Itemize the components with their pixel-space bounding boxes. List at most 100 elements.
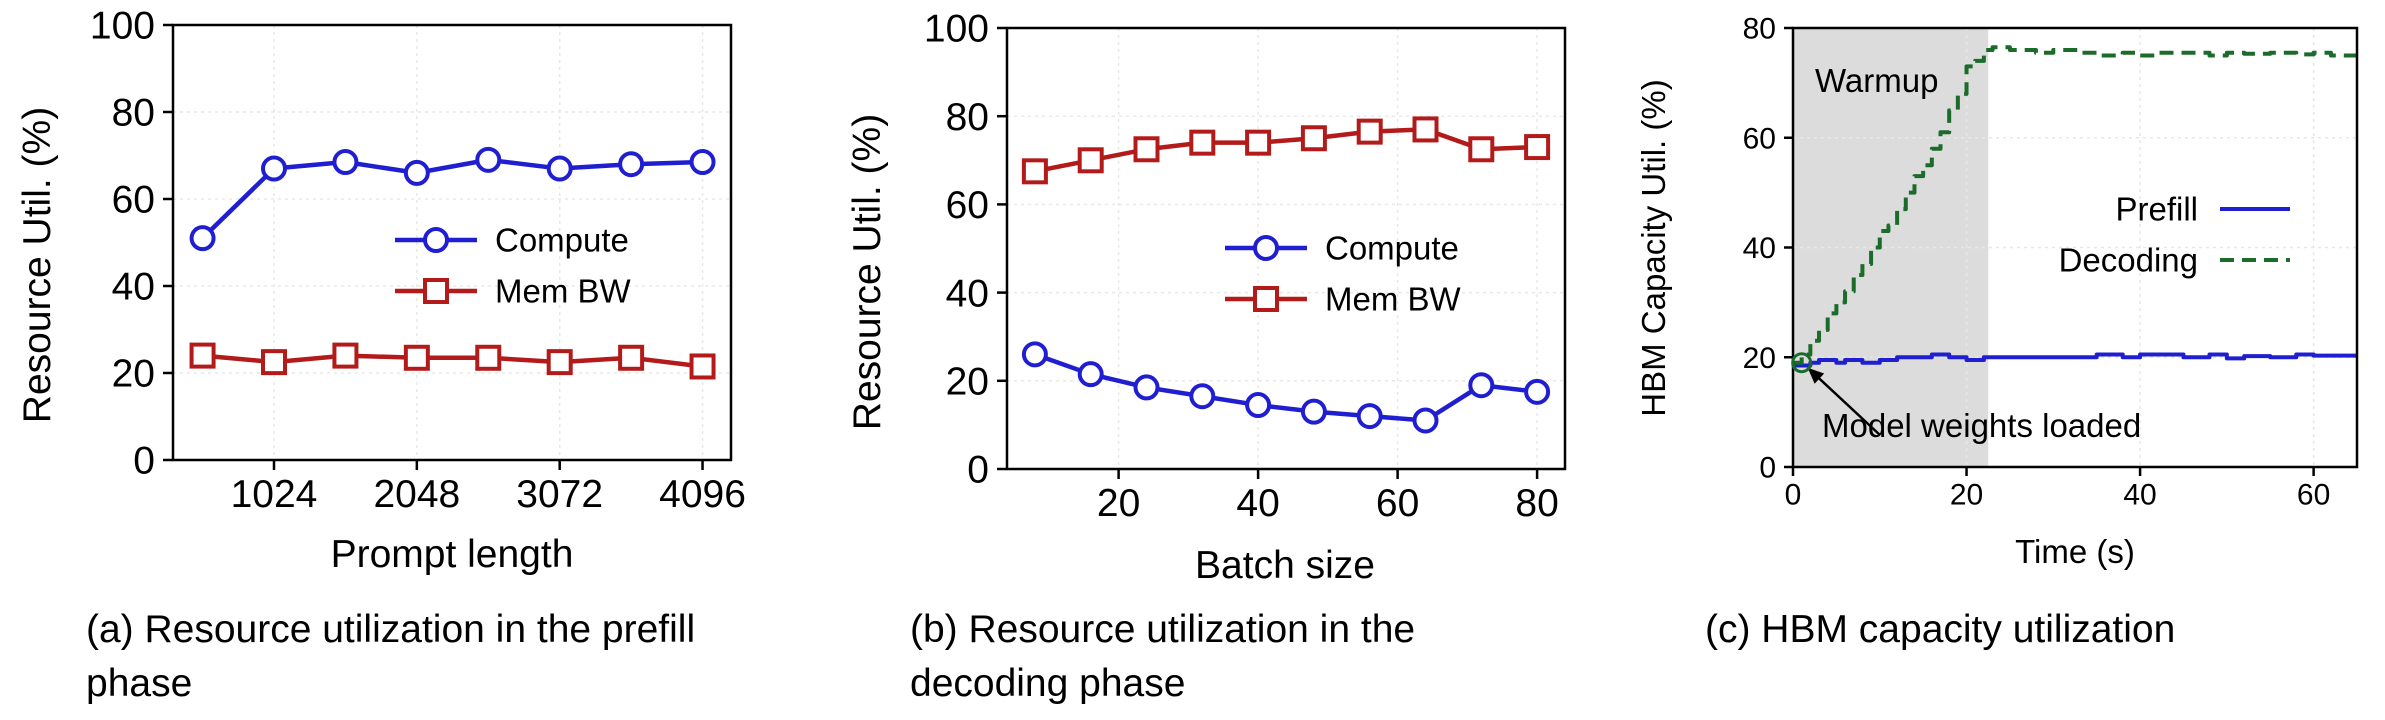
data-point-mem-bw — [1021, 158, 1048, 185]
y-tick-label: 80 — [112, 92, 155, 135]
legend-label-compute: Compute — [495, 222, 629, 259]
data-point-mem-bw — [260, 349, 287, 376]
annotation-arrow — [1806, 366, 1881, 436]
y-tick-label: 40 — [946, 272, 989, 315]
y-tick-label: 80 — [946, 96, 989, 139]
chart-c-legend: Prefill Decoding — [2059, 191, 2290, 279]
caption-a: (a) Resource utilization in the prefill … — [86, 608, 696, 705]
data-point-mem-bw — [1356, 118, 1383, 145]
series-line-prefill — [1793, 352, 2357, 368]
x-tick-label: 80 — [1515, 482, 1558, 525]
data-point-compute — [260, 155, 287, 182]
series-line-decoding — [1793, 45, 2357, 365]
chart-c-series — [1793, 45, 2357, 368]
y-tick-label: 60 — [1743, 122, 1776, 155]
data-point-compute — [546, 155, 573, 182]
chart-b-xlabel: Batch size — [1195, 544, 1375, 587]
data-point-mem-bw — [689, 353, 716, 380]
data-point-mem-bw — [332, 342, 359, 369]
legend-marker-mem-bw — [423, 278, 449, 304]
chart-b-legend: Compute Mem BW — [1225, 230, 1462, 318]
annotation-text: Model weights loaded — [1822, 407, 2141, 444]
chart-a-grid — [173, 24, 731, 461]
data-point-mem-bw — [1133, 136, 1160, 163]
data-point-mem-bw — [189, 342, 216, 369]
chart-a-legend: Compute Mem BW — [395, 222, 632, 310]
chart-a-ylabel: Resource Util. (%) — [16, 107, 59, 423]
data-point-compute — [1245, 392, 1272, 419]
chart-c-hbm-capacity: Warmup HBM Capacity Util. (%) Time (s) 0… — [1635, 13, 2359, 570]
chart-b-series — [1021, 116, 1551, 434]
data-point-compute — [1189, 383, 1216, 410]
legend-marker-compute — [423, 227, 449, 253]
data-point-compute — [332, 149, 359, 176]
data-point-mem-bw — [1468, 136, 1495, 163]
legend-label-mem-bw: Mem BW — [1325, 281, 1462, 318]
series-line-compute — [1034, 352, 1538, 423]
data-point-mem-bw — [403, 344, 430, 371]
y-tick-label: 80 — [1743, 13, 1776, 46]
caption-b: (b) Resource utilization in the decoding… — [910, 608, 1416, 705]
x-tick-label: 20 — [1950, 479, 1983, 512]
x-tick-label: 40 — [1236, 482, 1279, 525]
y-tick-label: 40 — [1743, 232, 1776, 265]
y-tick-label: 0 — [133, 440, 155, 483]
chart-c-annotation: Model weights loaded — [1791, 352, 2141, 444]
data-point-compute — [1021, 341, 1048, 368]
data-point-compute — [403, 159, 430, 186]
data-point-compute — [1300, 398, 1327, 425]
legend-label-compute: Compute — [1325, 230, 1459, 267]
data-point-compute — [1356, 403, 1383, 430]
y-tick-label: 20 — [946, 360, 989, 403]
data-point-compute — [1077, 361, 1104, 388]
data-point-compute — [1524, 378, 1551, 405]
x-tick-label: 20 — [1097, 482, 1140, 525]
y-tick-label: 60 — [112, 179, 155, 222]
data-point-mem-bw — [1300, 125, 1327, 152]
data-point-compute — [189, 225, 216, 252]
data-point-mem-bw — [1524, 134, 1551, 161]
plot-frame — [1005, 26, 1567, 471]
data-point-compute — [1468, 372, 1495, 399]
x-tick-label: 4096 — [659, 473, 746, 516]
chart-b-decoding-utilization: Resource Util. (%) Batch size 20 40 60 8002… — [846, 8, 1567, 587]
data-point-mem-bw — [475, 344, 502, 371]
chart-c-xlabel: Time (s) — [2015, 533, 2135, 570]
data-point-mem-bw — [546, 349, 573, 376]
x-tick-label: 40 — [2123, 479, 2156, 512]
data-point-mem-bw — [1412, 116, 1439, 143]
chart-a-series — [189, 146, 716, 380]
chart-c-ylabel: HBM Capacity Util. (%) — [1635, 79, 1672, 416]
legend-label-mem-bw: Mem BW — [495, 273, 632, 310]
data-point-mem-bw — [618, 344, 645, 371]
data-point-mem-bw — [1245, 129, 1272, 156]
data-point-compute — [618, 151, 645, 178]
annotation-arrowhead — [1807, 367, 1825, 384]
legend-label-prefill: Prefill — [2115, 191, 2198, 228]
legend-marker-compute — [1253, 235, 1279, 261]
chart-c-grid — [1792, 27, 2357, 468]
y-tick-label: 60 — [946, 184, 989, 227]
x-tick-label: 3072 — [516, 473, 603, 516]
chart-b-axes: 20 40 60 80 0 20 40 60 80 100 — [924, 8, 1567, 525]
annotation-target-marker — [1791, 352, 1813, 374]
caption-c: (c) HBM capacity utilization — [1705, 608, 2176, 651]
y-tick-label: 100 — [90, 5, 155, 48]
data-point-compute — [1412, 407, 1439, 434]
chart-a-xlabel: Prompt length — [331, 533, 574, 576]
data-point-compute — [689, 149, 716, 176]
y-tick-label: 0 — [1759, 452, 1776, 485]
y-tick-label: 100 — [924, 8, 989, 51]
y-tick-label: 20 — [1743, 342, 1776, 375]
x-tick-label: 0 — [1785, 479, 1802, 512]
series-line-mem-bw — [1034, 127, 1538, 174]
plot-frame — [171, 23, 733, 462]
warmup-label: Warmup — [1815, 62, 1938, 99]
chart-a-axes: 1024 2048 3072 4096 0 20 40 60 80 100 — [90, 5, 746, 516]
x-tick-label: 2048 — [373, 473, 460, 516]
x-tick-label: 1024 — [231, 473, 318, 516]
y-tick-label: 0 — [967, 449, 989, 492]
y-tick-label: 40 — [112, 266, 155, 309]
legend-marker-mem-bw — [1253, 286, 1279, 312]
